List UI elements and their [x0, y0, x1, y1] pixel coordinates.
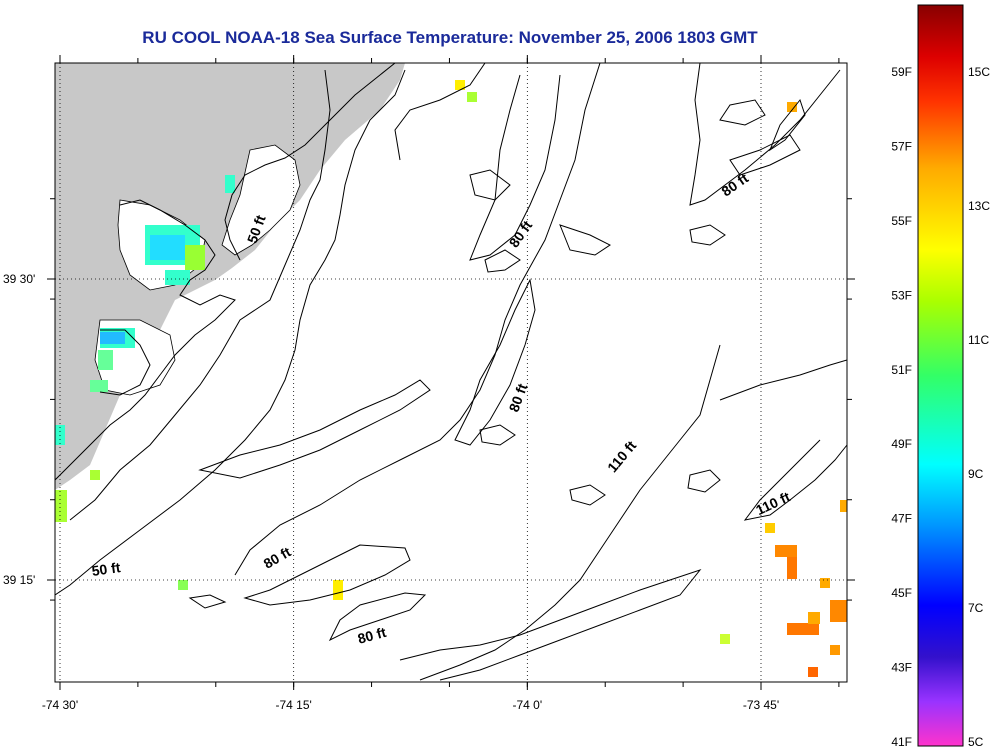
contour-80ft-l — [687, 469, 721, 493]
contour-80ft-j — [399, 568, 702, 681]
y-axis-ticks: 39 30' 39 15' — [3, 272, 855, 587]
bay-area — [221, 144, 301, 256]
contour-80ft-m — [719, 359, 847, 401]
contour-coast-d — [469, 169, 511, 201]
land-mass — [55, 63, 405, 490]
sst-pixels — [55, 80, 847, 677]
contour-80ft-f — [719, 99, 766, 126]
minor-ticks — [50, 58, 852, 687]
contour-80ft-i — [328, 592, 427, 642]
x-tick-label: -74 30' — [42, 698, 78, 712]
contour-80ft-e — [689, 63, 841, 206]
contour-coast-h — [479, 424, 516, 446]
contour-label: 50 ft — [91, 559, 122, 579]
colorbar-celsius-labels: 15C 13C 11C 9C 7C 5C — [968, 65, 990, 749]
contour-label: 80 ft — [718, 170, 751, 200]
colorbar-f-label: 55F — [891, 214, 912, 228]
colorbar-f-label: 53F — [891, 288, 912, 302]
contour-coast-a — [224, 63, 396, 261]
colorbar-c-label: 9C — [968, 467, 984, 481]
colorbar — [917, 4, 964, 747]
contour-label: 80 ft — [356, 624, 388, 647]
contour-coast-e — [559, 224, 611, 256]
colorbar-c-label: 11C — [968, 333, 989, 347]
contour-label: 80 ft — [261, 543, 294, 571]
contour-110ft — [419, 344, 721, 681]
contour-coast-b — [55, 199, 236, 481]
colorbar-f-label: 47F — [891, 512, 912, 526]
contour-coast-j — [188, 594, 227, 609]
contour-coast-c — [99, 329, 151, 396]
colorbar-c-label: 15C — [968, 65, 990, 79]
x-tick-label: -74 0' — [513, 698, 543, 712]
y-tick-label: 39 15' — [3, 573, 35, 587]
colorbar-f-label: 57F — [891, 139, 912, 153]
contour-80ft-b — [234, 63, 601, 576]
colorbar-c-label: 5C — [968, 735, 984, 749]
contour-label: 110 ft — [604, 437, 639, 475]
contour-110ft-b — [743, 439, 847, 521]
x-tick-label: -73 45' — [743, 698, 779, 712]
contour-coast-i — [569, 484, 606, 506]
contour-80ft-k — [198, 379, 431, 479]
contour-coast-g — [689, 224, 726, 246]
colorbar-f-label: 45F — [891, 586, 912, 600]
colorbar-c-label: 7C — [968, 601, 984, 615]
contour-label: 110 ft — [753, 488, 793, 518]
colorbar-c-label: 13C — [968, 199, 990, 213]
contour-50ft-inner — [69, 69, 331, 521]
contour-80ft-d — [454, 278, 536, 446]
colorbar-f-label: 51F — [891, 363, 912, 377]
colorbar-fahrenheit-labels: 59F 57F 55F 53F 51F 49F 47F 45F 43F 41F — [891, 65, 912, 749]
x-tick-label: -74 15' — [276, 698, 312, 712]
contour-coast-f — [484, 249, 521, 273]
contour-50ft — [55, 69, 406, 596]
contour-label: 80 ft — [506, 217, 536, 250]
bathymetry-contours — [55, 63, 847, 681]
colorbar-f-label: 49F — [891, 437, 912, 451]
graticule — [55, 63, 847, 682]
colorbar-f-label: 43F — [891, 661, 912, 675]
contour-80ft-h — [243, 544, 411, 606]
contour-80ft-g — [768, 98, 806, 152]
contour-80ft-c — [469, 74, 561, 261]
contour-80ft-a — [394, 63, 486, 161]
y-tick-label: 39 30' — [3, 272, 35, 286]
contour-80ft-n — [729, 134, 801, 176]
map-title: RU COOL NOAA-18 Sea Surface Temperature:… — [142, 28, 758, 47]
colorbar-f-label: 41F — [891, 735, 912, 749]
colorbar-f-label: 59F — [891, 65, 912, 79]
plot-frame — [54, 62, 848, 683]
